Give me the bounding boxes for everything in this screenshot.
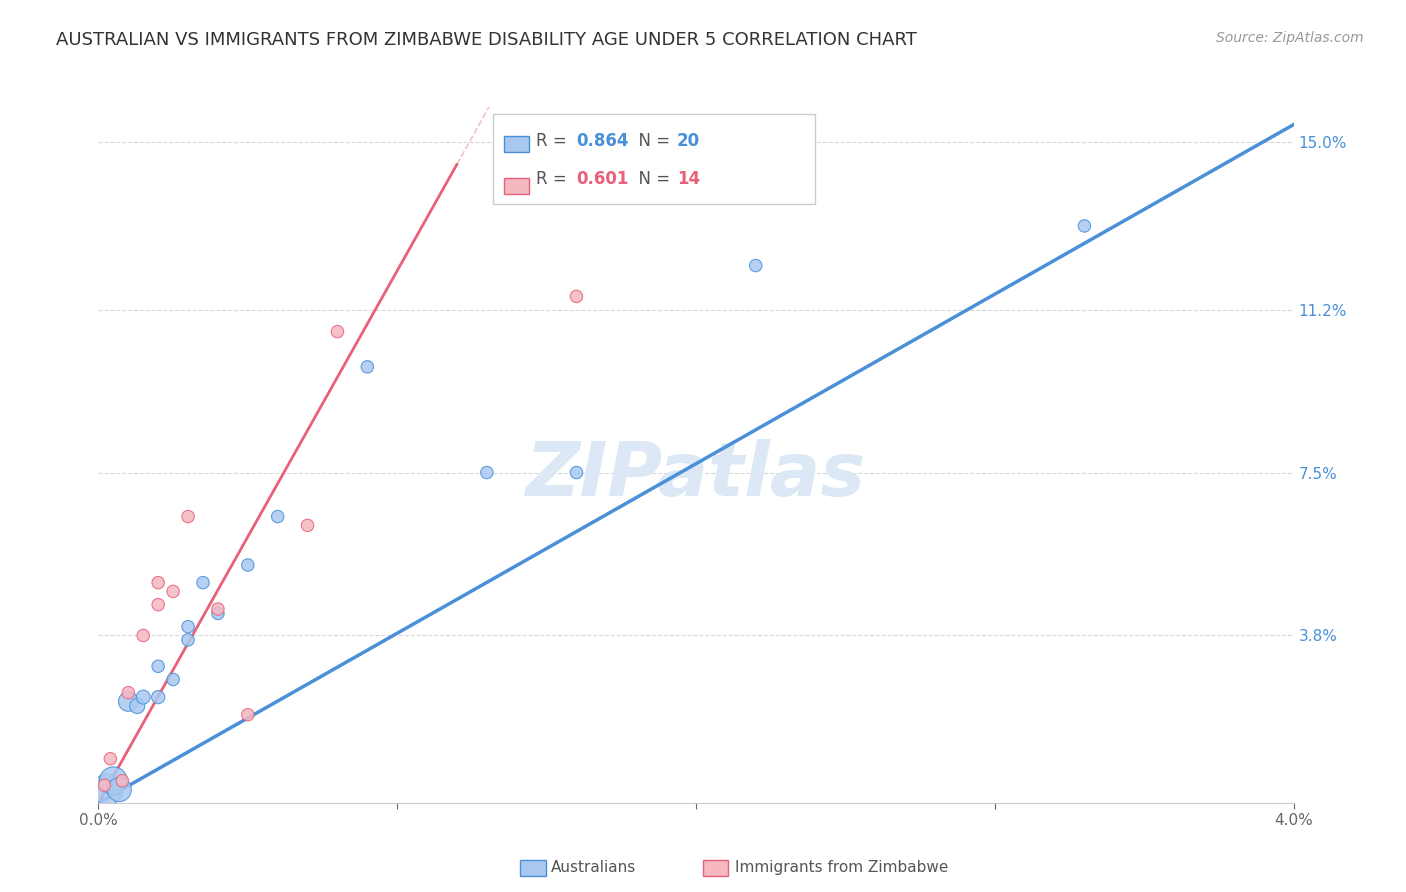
Text: R =: R = xyxy=(536,132,572,150)
Point xyxy=(207,602,229,616)
Point xyxy=(207,607,229,621)
Point xyxy=(177,620,200,634)
Text: ZIPatlas: ZIPatlas xyxy=(526,439,866,512)
Point xyxy=(103,773,125,788)
Point xyxy=(148,690,170,705)
Text: AUSTRALIAN VS IMMIGRANTS FROM ZIMBABWE DISABILITY AGE UNDER 5 CORRELATION CHART: AUSTRALIAN VS IMMIGRANTS FROM ZIMBABWE D… xyxy=(56,31,917,49)
Point xyxy=(127,698,149,713)
Text: 0.864: 0.864 xyxy=(576,132,628,150)
Point xyxy=(356,359,378,374)
Text: R =: R = xyxy=(536,170,572,188)
Point xyxy=(111,773,134,788)
Point xyxy=(1073,219,1095,233)
Text: 0.601: 0.601 xyxy=(576,170,628,188)
Point xyxy=(177,509,200,524)
Point xyxy=(132,628,155,642)
Point xyxy=(162,584,184,599)
Point xyxy=(565,466,588,480)
Point xyxy=(117,686,139,700)
Text: Immigrants from Zimbabwe: Immigrants from Zimbabwe xyxy=(735,860,949,874)
Text: 20: 20 xyxy=(678,132,700,150)
Point xyxy=(93,778,115,792)
Point xyxy=(745,259,768,273)
Point xyxy=(148,659,170,673)
Point xyxy=(162,673,184,687)
Text: N =: N = xyxy=(627,132,675,150)
Point xyxy=(297,518,319,533)
Point xyxy=(117,694,139,708)
Point xyxy=(148,575,170,590)
Point xyxy=(267,509,290,524)
Text: 14: 14 xyxy=(678,170,700,188)
Point xyxy=(475,466,498,480)
Point xyxy=(236,707,259,722)
Point xyxy=(148,598,170,612)
Text: Source: ZipAtlas.com: Source: ZipAtlas.com xyxy=(1216,31,1364,45)
Point xyxy=(565,289,588,303)
Text: N =: N = xyxy=(627,170,675,188)
Point xyxy=(96,782,118,797)
Point xyxy=(326,325,349,339)
Point xyxy=(236,558,259,572)
Point xyxy=(177,632,200,647)
Point xyxy=(98,752,122,766)
Text: Australians: Australians xyxy=(551,860,637,874)
Point xyxy=(108,782,131,797)
Point xyxy=(132,690,155,705)
Point xyxy=(191,575,214,590)
